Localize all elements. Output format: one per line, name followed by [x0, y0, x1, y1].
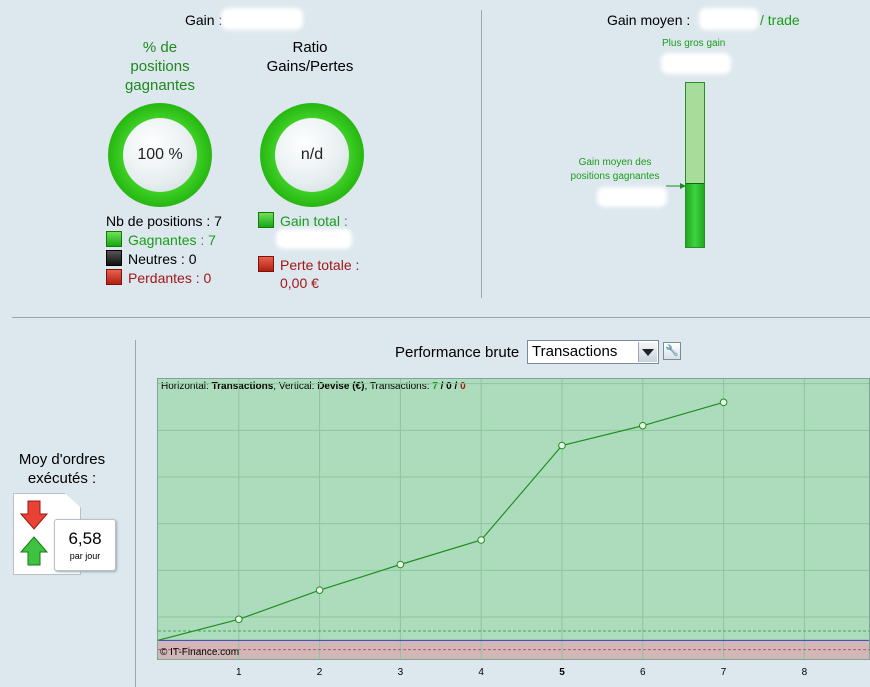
- chart-x-tick-label: 6: [640, 667, 646, 678]
- header-vertical: Devise (€): [317, 381, 365, 392]
- performance-type-select[interactable]: Transactions: [527, 340, 659, 364]
- avg-winning-line1: Gain moyen des: [578, 157, 652, 168]
- wrench-settings-icon[interactable]: 🔧: [663, 342, 681, 360]
- chart-x-tick-label: 4: [478, 667, 484, 678]
- chart-data-point: [719, 398, 728, 407]
- chart-header: Horizontal: Transactions, Vertical: Devi…: [161, 381, 466, 392]
- chart-x-tick-label: 2: [317, 667, 323, 678]
- loss-total-label: Perte totale :: [280, 257, 360, 273]
- header-neutral-count: 0: [446, 381, 452, 392]
- header-sep2: /: [451, 381, 461, 392]
- gain-bar-fill: [686, 182, 704, 247]
- positions-winning-text: Gagnantes : 7: [128, 232, 216, 248]
- bottom-vertical-divider: [135, 340, 136, 687]
- avg-winning-line2: positions gagnantes: [570, 171, 660, 182]
- positions-losing: Perdantes : 0: [106, 269, 211, 288]
- chart-data-point: [638, 421, 647, 430]
- win-rate-value: 100 %: [123, 118, 197, 192]
- gain-bar: [685, 82, 705, 248]
- winning-square-icon: [106, 231, 122, 247]
- chart-series-line: [157, 401, 724, 641]
- positions-neutral: Neutres : 0: [106, 250, 196, 269]
- positions-total: Nb de positions : 7: [106, 213, 222, 229]
- losing-square-icon: [106, 269, 122, 285]
- avg-winning-label: Gain moyen des positions gagnantes: [560, 156, 670, 184]
- loss-total-value: 0,00 €: [280, 275, 319, 291]
- header-horizontal: Transactions: [211, 381, 274, 392]
- chart-data-point: [558, 441, 566, 450]
- ratio-title: Ratio Gains/Pertes: [250, 38, 370, 76]
- header-loss-count: 0: [460, 381, 466, 392]
- orders-value-box: 6,58 par jour: [54, 519, 116, 571]
- win-rate-title-line3: gagnantes: [124, 77, 196, 94]
- gain-label: Gain :: [185, 12, 223, 28]
- chart-data-point: [315, 586, 324, 594]
- chart-data-point: [234, 615, 243, 624]
- gain-total: Gain total :: [258, 212, 348, 231]
- chevron-down-icon[interactable]: [638, 342, 657, 362]
- neutral-square-icon: [106, 250, 122, 266]
- chart-x-tick-label: 7: [721, 667, 727, 678]
- orders-unit: par jour: [69, 551, 101, 561]
- positions-winning: Gagnantes : 7: [106, 231, 216, 250]
- loss-total: Perte totale :: [258, 256, 359, 275]
- biggest-gain-label: Plus gros gain: [662, 38, 726, 49]
- win-rate-title-line2: positions: [130, 58, 190, 75]
- header-transactions: , Transactions:: [364, 381, 433, 392]
- gain-moyen-label: Gain moyen :: [607, 12, 691, 28]
- biggest-gain-value-redacted: [664, 56, 728, 71]
- ratio-gauge: n/d: [260, 103, 364, 207]
- loss-total-square-icon: [258, 256, 274, 272]
- top-vertical-divider: [481, 10, 482, 298]
- header-mid: , Vertical:: [273, 381, 318, 392]
- chart-x-tick-label: 1: [236, 667, 242, 678]
- chart-data-point: [396, 560, 405, 569]
- gain-total-square-icon: [258, 212, 274, 228]
- header-prefix: Horizontal:: [161, 381, 212, 392]
- ratio-value: n/d: [275, 118, 349, 192]
- gain-value-redacted: [224, 11, 300, 27]
- win-rate-title: % de positions gagnantes: [110, 38, 210, 95]
- chart-copyright: © IT-Finance.com: [160, 647, 240, 658]
- chart-frame: [157, 378, 870, 660]
- orders-title-line2: exécutés :: [27, 470, 97, 487]
- gain-moyen-per-trade: / trade: [760, 12, 800, 28]
- avg-winning-arrow-icon: [666, 183, 686, 189]
- positions-neutral-text: Neutres : 0: [128, 251, 197, 267]
- performance-label: Performance brute: [395, 344, 520, 361]
- performance-type-selected: Transactions: [532, 343, 618, 360]
- win-rate-title-line1: % de: [142, 39, 178, 56]
- header-sep1: /: [437, 381, 447, 392]
- orders-title-line1: Moy d'ordres: [18, 451, 106, 468]
- ratio-title-line1: Ratio: [292, 39, 328, 56]
- gain-total-label: Gain total :: [280, 213, 348, 229]
- chart-x-tick-label: 5: [559, 667, 565, 678]
- positions-losing-text: Perdantes : 0: [128, 270, 212, 286]
- win-rate-gauge: 100 %: [108, 103, 212, 207]
- orders-title: Moy d'ordres exécutés :: [10, 450, 114, 488]
- header-win-count: 7: [432, 381, 438, 392]
- avg-winning-value-redacted: [600, 190, 664, 204]
- ratio-title-line2: Gains/Pertes: [266, 58, 354, 75]
- chart-data-point: [477, 536, 485, 544]
- gain-moyen-value-redacted: [702, 11, 756, 27]
- arrow-down-red-icon: [20, 500, 48, 530]
- gain-total-value-redacted: [279, 232, 349, 246]
- chart-x-tick-label: 8: [802, 667, 808, 678]
- orders-value: 6,58: [68, 529, 102, 548]
- arrow-up-green-icon: [20, 536, 48, 566]
- chart-x-tick-label: 3: [398, 667, 404, 678]
- horizontal-divider: [12, 317, 870, 318]
